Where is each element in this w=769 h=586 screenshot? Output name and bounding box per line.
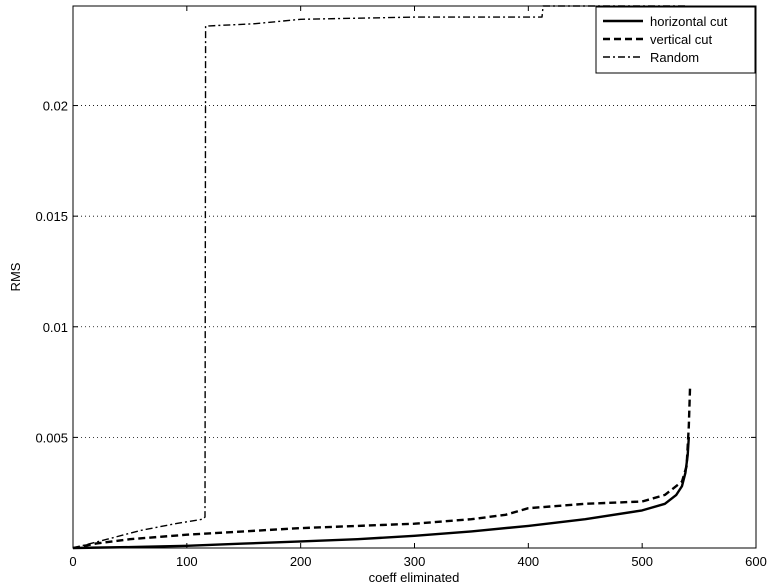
legend-label: vertical cut (650, 32, 713, 47)
x-tick-label: 200 (290, 554, 312, 569)
x-tick-label: 400 (517, 554, 539, 569)
x-tick-label: 100 (176, 554, 198, 569)
x-tick-label: 0 (69, 554, 76, 569)
y-axis-title: RMS (8, 262, 23, 291)
y-tick-label: 0.01 (43, 320, 68, 335)
y-tick-label: 0.005 (35, 430, 68, 445)
series-line-vertical-cut (72, 388, 692, 550)
x-tick-label: 300 (404, 554, 426, 569)
legend-box (595, 6, 756, 74)
legend: horizontal cut vertical cut Random (595, 6, 756, 74)
legend-label: horizontal cut (650, 14, 728, 29)
x-tick-label: 600 (745, 554, 767, 569)
plot-area (73, 6, 756, 548)
y-tick-label: 0.02 (43, 99, 68, 114)
legend-label: Random (650, 50, 699, 65)
y-axis: 0.005 0.01 0.015 0.02 (35, 99, 756, 445)
y-tick-label: 0.015 (35, 209, 68, 224)
x-axis-title: coeff eliminated (369, 570, 460, 585)
x-tick-label: 500 (631, 554, 653, 569)
